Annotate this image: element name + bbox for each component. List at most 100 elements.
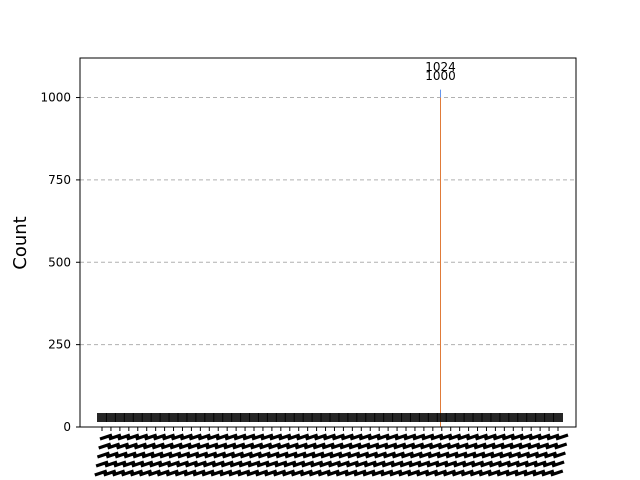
x-tick-label-mark	[515, 460, 529, 468]
x-tick-label-mark	[345, 460, 359, 468]
x-tick-label-mark	[482, 442, 496, 450]
small-count-label-mark	[329, 413, 340, 422]
x-tick-label-mark	[363, 460, 377, 468]
x-tick-label-mark	[541, 469, 555, 477]
x-tick-label-mark	[317, 469, 331, 477]
x-tick-label-mark	[448, 433, 462, 441]
x-tick-label-mark	[409, 451, 423, 459]
small-count-label-mark	[177, 413, 188, 422]
small-count-label-mark	[436, 413, 447, 422]
x-tick-label-mark	[501, 433, 515, 441]
x-tick-label-mark	[398, 469, 412, 477]
x-tick-label-mark	[98, 442, 112, 450]
x-tick-label-mark	[140, 460, 154, 468]
x-tick-label-mark	[188, 433, 202, 441]
x-tick-label-mark	[371, 469, 385, 477]
small-count-label-mark	[141, 413, 152, 422]
x-tick-label-mark	[354, 460, 368, 468]
small-count-label-mark	[275, 413, 286, 422]
x-tick-label-mark	[454, 451, 468, 459]
x-tick-label-mark	[376, 433, 390, 441]
x-tick-label-mark	[399, 460, 413, 468]
x-tick-label-mark	[135, 433, 149, 441]
x-tick-label-mark	[192, 469, 206, 477]
x-tick-label-mark	[471, 460, 485, 468]
x-tick-label-mark	[532, 469, 546, 477]
x-tick-label-mark	[183, 469, 197, 477]
x-tick-label-mark	[268, 442, 282, 450]
x-tick-label-mark	[442, 469, 457, 477]
x-tick-label-mark	[290, 469, 305, 477]
x-tick-label-mark	[481, 451, 495, 459]
x-tick-label-mark	[554, 442, 568, 450]
x-tick-label-mark	[463, 451, 477, 459]
x-tick-label-mark	[242, 433, 256, 441]
x-tick-label-mark	[407, 469, 421, 477]
x-tick-label-mark	[460, 469, 474, 477]
x-tick-label-mark	[499, 451, 513, 459]
x-tick-label-mark	[527, 442, 541, 450]
x-tick-label-mark	[168, 451, 182, 459]
x-tick-label-mark	[552, 451, 566, 459]
x-tick-label-mark	[550, 469, 564, 477]
x-tick-label-mark	[451, 469, 465, 477]
x-tick-label-mark	[238, 460, 252, 468]
x-tick-label-mark	[287, 433, 301, 441]
x-tick-label-mark	[103, 469, 117, 477]
x-tick-label-mark	[165, 469, 179, 477]
x-tick-label-mark	[265, 460, 279, 468]
x-tick-label-mark	[389, 469, 403, 477]
y-axis-label: Count	[10, 216, 31, 269]
x-tick-label-mark	[169, 442, 183, 450]
x-tick-label-mark	[331, 433, 345, 441]
x-tick-label-mark	[475, 433, 489, 441]
x-tick-label-mark	[466, 433, 480, 441]
x-tick-label-mark	[497, 460, 511, 468]
x-tick-label-mark	[500, 442, 514, 450]
x-tick-label-mark	[174, 469, 188, 477]
x-tick-label-mark	[321, 442, 335, 450]
x-tick-label-mark	[320, 451, 334, 459]
x-tick-label-mark	[506, 460, 520, 468]
x-tick-label-mark	[260, 433, 274, 441]
small-count-label-mark	[97, 413, 107, 422]
x-tick-label-mark	[247, 460, 261, 468]
bars	[440, 89, 441, 428]
x-tick-label-mark	[160, 442, 174, 450]
x-tick-label-mark	[95, 460, 109, 468]
x-tick-label-mark	[367, 433, 381, 441]
y-tick-label: 250	[48, 338, 71, 352]
small-count-label-mark	[105, 413, 116, 422]
x-tick-label-mark	[112, 469, 126, 477]
x-tick-label-mark	[228, 469, 242, 477]
x-tick-label-mark	[514, 469, 528, 477]
x-tick-label-mark	[381, 460, 395, 468]
x-tick-label-mark	[299, 469, 313, 477]
small-count-label-mark	[150, 413, 161, 422]
x-tick-label-mark	[526, 451, 540, 459]
x-tick-label-mark	[229, 460, 243, 468]
x-tick-label-mark	[490, 451, 504, 459]
plot-frame	[79, 57, 577, 428]
x-tick-label-mark	[250, 442, 264, 450]
small-count-label-mark	[499, 413, 510, 422]
data-label-2: 1000	[425, 69, 456, 83]
x-tick-label-mark	[380, 469, 394, 477]
y-tick-label: 0	[63, 420, 71, 434]
small-count-label-mark	[374, 413, 385, 422]
small-count-label-mark	[231, 413, 242, 422]
small-count-label-mark	[383, 413, 394, 422]
small-count-label-mark	[266, 413, 277, 422]
small-count-label-mark	[365, 413, 376, 422]
x-tick-label-mark	[159, 451, 173, 459]
small-count-label-mark	[123, 413, 134, 422]
x-tick-label-mark	[430, 433, 444, 441]
x-tick-label-mark	[232, 442, 246, 450]
small-count-label-mark	[553, 413, 563, 422]
y-axis: 0 250 500 750 1000	[40, 91, 80, 434]
small-count-label-mark	[427, 413, 438, 422]
x-tick-label-mark	[296, 433, 310, 441]
x-tick-label-mark	[158, 460, 172, 468]
x-tick-label-mark	[437, 442, 451, 450]
